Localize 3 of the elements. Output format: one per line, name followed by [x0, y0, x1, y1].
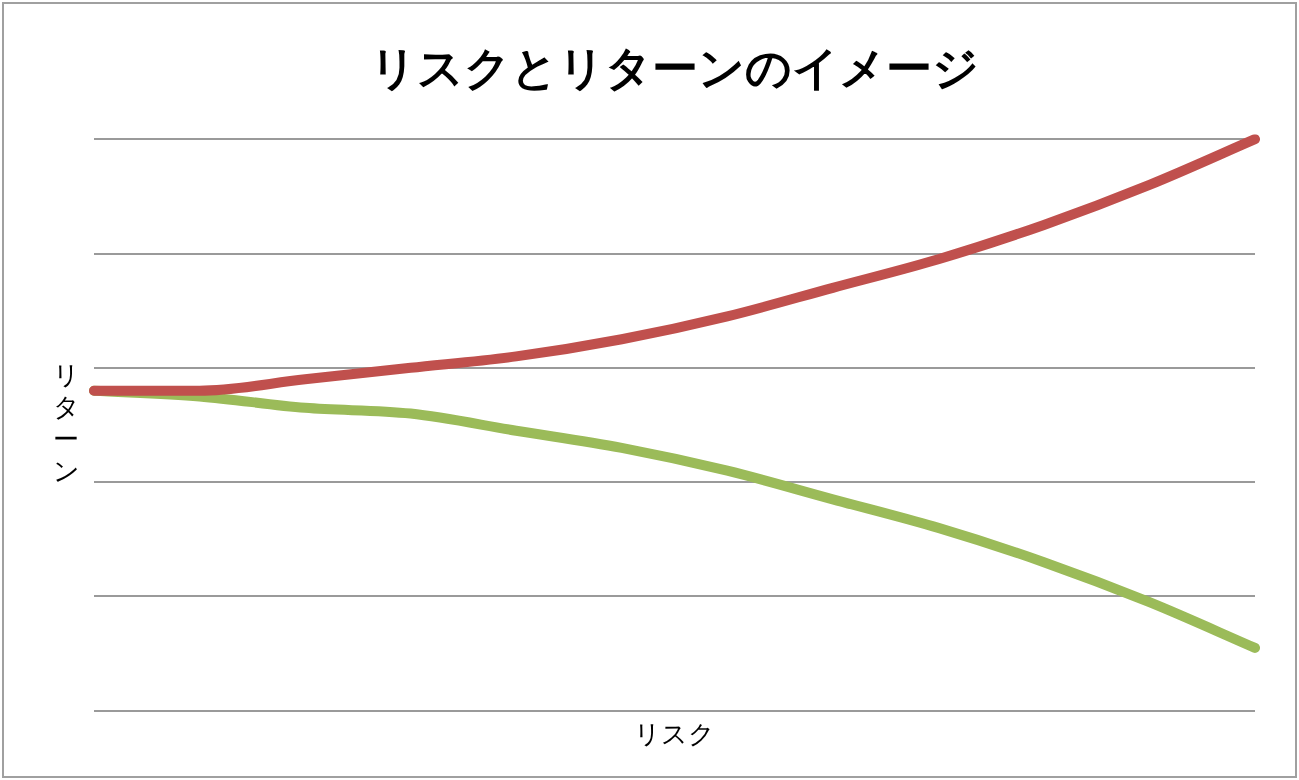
chart-title: リスクとリターンのイメージ	[370, 40, 979, 95]
y-axis-title: リターン	[52, 359, 80, 486]
x-axis-title: リスク	[634, 719, 715, 750]
